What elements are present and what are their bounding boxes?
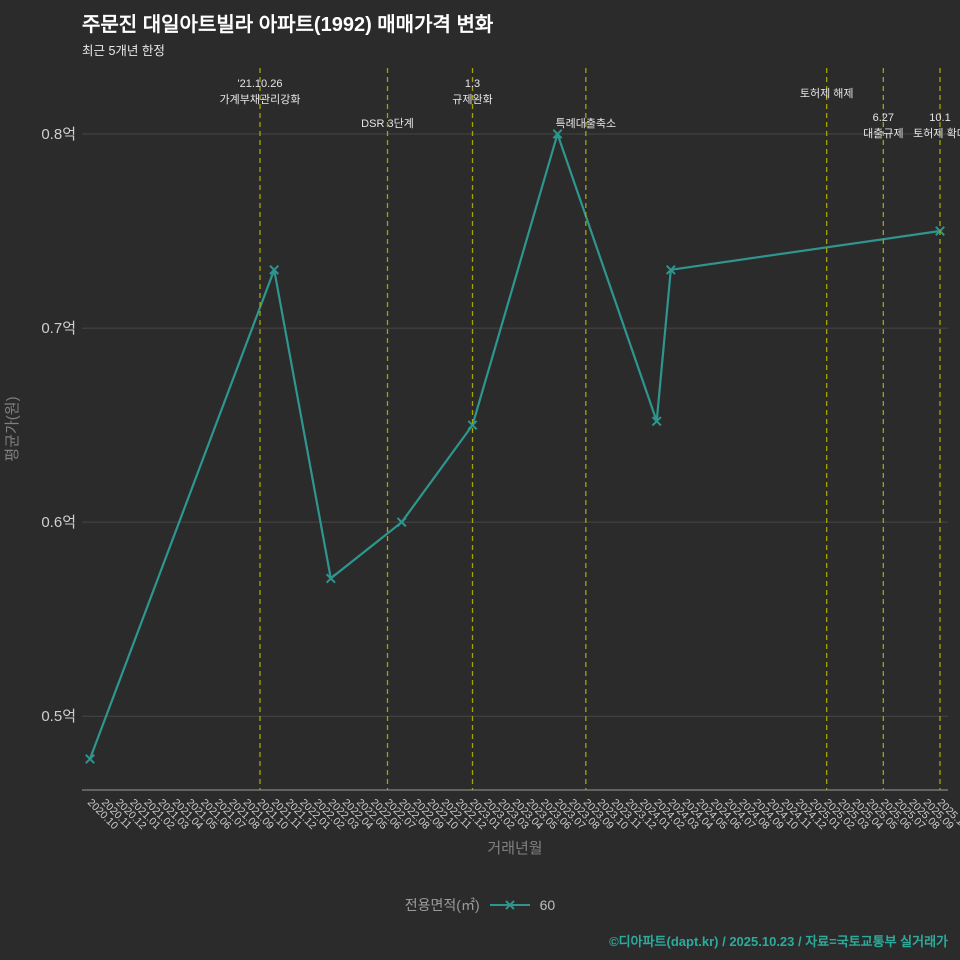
event-annotation: 10.1 — [929, 112, 950, 124]
y-tick-label: 0.8억 — [41, 126, 76, 143]
data-point-x-marker[interactable] — [552, 129, 563, 139]
event-annotation: 토허제 해제 — [800, 86, 854, 100]
event-annotation: 가계부채관리강화 — [220, 93, 301, 106]
legend-line-x-marker — [489, 900, 530, 910]
x-axis-title: 거래년월 — [487, 840, 542, 857]
data-point-x-marker[interactable] — [651, 416, 662, 427]
data-point-x-marker[interactable] — [269, 264, 280, 275]
event-annotation: 1.3 — [465, 78, 480, 90]
page-subtitle: 최근 5개년 한정 — [82, 44, 165, 58]
data-point-x-marker[interactable] — [665, 264, 676, 275]
legend[interactable]: 전용면적(㎡) 60 — [0, 895, 960, 915]
page-title: 주문진 대일아트빌라 아파트(1992) 매매가격 변화 — [82, 14, 494, 36]
event-annotation: 6.27 — [873, 112, 894, 124]
y-tick-label: 0.5억 — [41, 708, 76, 725]
data-point-x-marker[interactable] — [325, 573, 336, 584]
event-annotation: 특례대출축소 — [555, 117, 616, 130]
legend-series-name: 60 — [539, 897, 556, 913]
data-point-x-marker[interactable] — [396, 517, 407, 528]
event-annotation: 대출규제 — [863, 127, 903, 140]
data-point-x-marker[interactable] — [467, 420, 478, 431]
data-point-x-marker[interactable] — [85, 754, 95, 764]
legend-series-label: 전용면적(㎡) — [404, 897, 480, 913]
y-tick-label: 0.7억 — [41, 320, 76, 337]
footer-credit: ©디아파트(dapt.kr) / 2025.10.23 / 자료=국토교통부 실… — [609, 934, 948, 949]
y-axis-title: 평균가(원) — [4, 396, 21, 461]
event-annotation: 규제완화 — [452, 93, 492, 106]
event-annotation: '21.10.26 — [238, 78, 283, 90]
price-line — [88, 132, 942, 760]
event-annotation: DSR 3단계 — [361, 117, 414, 130]
y-tick-label: 0.6억 — [41, 514, 76, 531]
event-annotation: 토허제 확대 — [913, 127, 960, 140]
